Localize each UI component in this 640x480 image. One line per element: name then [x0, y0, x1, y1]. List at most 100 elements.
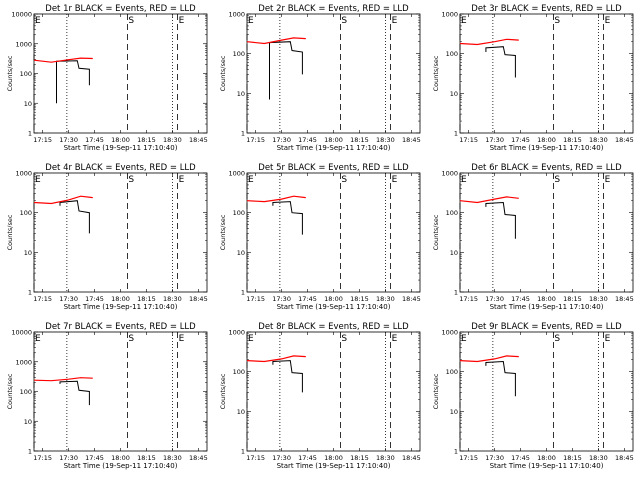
- events-series-line: [59, 200, 90, 234]
- y-tick-label: 100: [20, 70, 32, 78]
- y-tick-label: 100: [233, 368, 245, 376]
- x-tick-label: 18:45: [189, 295, 208, 303]
- x-tick-label: 18:45: [615, 454, 634, 462]
- y-tick-label: 1000: [15, 170, 32, 178]
- y-tick-label: 10: [24, 249, 32, 257]
- y-axis-label: Counts/sec: [219, 214, 227, 250]
- marker-label: S: [341, 175, 347, 185]
- y-tick-label: 1: [241, 448, 245, 456]
- y-axis-label: Counts/sec: [6, 55, 14, 91]
- x-tick-label: 18:45: [615, 136, 634, 144]
- y-tick-label: 1: [28, 448, 32, 456]
- x-tick-label: 18:30: [376, 295, 395, 303]
- y-tick-label: 10: [237, 249, 245, 257]
- marker-label: E: [605, 16, 611, 26]
- chart-panel: Det 8r BLACK = Events, RED = LLD 17:15 17:…: [219, 322, 421, 470]
- x-tick-label: 18:00: [111, 295, 130, 303]
- y-tick-label: 1000: [228, 329, 245, 337]
- events-series-line: [485, 360, 516, 397]
- x-tick-label: 18:15: [137, 454, 156, 462]
- plot-frame: [246, 331, 421, 452]
- x-tick-label: 18:30: [589, 454, 608, 462]
- lld-series-line: [246, 37, 306, 45]
- marker-label: E: [605, 334, 611, 344]
- y-tick-label: 10: [450, 249, 458, 257]
- x-tick-label: 17:45: [511, 136, 530, 144]
- x-tick-label: 18:00: [324, 295, 343, 303]
- marker-label: S: [554, 16, 560, 26]
- x-tick-label: 17:45: [298, 136, 317, 144]
- y-tick-label: 1: [28, 289, 32, 297]
- y-tick-label: 10000: [11, 329, 32, 337]
- chart-title: Det 9r BLACK = Events, RED = LLD: [471, 322, 622, 332]
- x-tick-label: 18:45: [402, 295, 421, 303]
- marker-label: E: [392, 334, 398, 344]
- x-tick-label: 18:15: [350, 295, 369, 303]
- chart-panel: Det 6r BLACK = Events, RED = LLD 17:15 17:…: [432, 163, 634, 311]
- x-tick-label: 17:30: [485, 454, 504, 462]
- x-tick-label: 18:30: [163, 136, 182, 144]
- chart-panel: Det 4r BLACK = Events, RED = LLD 17:15 17:…: [6, 163, 208, 311]
- chart-title: Det 8r BLACK = Events, RED = LLD: [258, 322, 409, 332]
- x-tick-label: 18:30: [376, 136, 395, 144]
- plot-frame: [33, 331, 208, 452]
- chart-title: Det 5r BLACK = Events, RED = LLD: [258, 163, 409, 173]
- x-axis-label: Start Time (19-Sep-11 17:10:40): [490, 462, 604, 470]
- events-series-line: [485, 201, 516, 239]
- lld-series-line: [246, 355, 306, 363]
- x-tick-label: 18:30: [163, 295, 182, 303]
- x-tick-label: 18:30: [163, 454, 182, 462]
- marker-label: E: [35, 16, 41, 26]
- marker-label: S: [341, 334, 347, 344]
- chart-panel: Det 9r BLACK = Events, RED = LLD 17:15 17:…: [432, 322, 634, 470]
- y-tick-label: 100: [446, 50, 458, 58]
- x-tick-label: 17:15: [33, 454, 52, 462]
- marker-label: E: [35, 334, 41, 344]
- x-tick-label: 17:45: [511, 295, 530, 303]
- marker-label: S: [128, 334, 134, 344]
- y-tick-label: 100: [233, 209, 245, 217]
- x-tick-label: 17:45: [511, 454, 530, 462]
- x-tick-label: 17:15: [33, 295, 52, 303]
- y-tick-label: 100: [446, 209, 458, 217]
- y-tick-label: 1000: [441, 11, 458, 19]
- marker-label: E: [392, 175, 398, 185]
- marker-label: E: [461, 175, 467, 185]
- x-tick-label: 17:15: [246, 136, 265, 144]
- chart-title: Det 1r BLACK = Events, RED = LLD: [45, 4, 196, 14]
- x-tick-label: 18:30: [589, 136, 608, 144]
- plot-frame: [33, 172, 208, 293]
- x-tick-label: 17:30: [485, 295, 504, 303]
- x-axis-label: Start Time (19-Sep-11 17:10:40): [490, 144, 604, 152]
- plot-frame: [459, 331, 634, 452]
- y-tick-label: 10000: [11, 11, 32, 19]
- y-tick-label: 1000: [441, 329, 458, 337]
- y-tick-label: 1: [241, 130, 245, 138]
- events-series-line: [272, 360, 303, 393]
- x-tick-label: 17:30: [59, 454, 78, 462]
- lld-series-line: [459, 196, 519, 204]
- x-tick-label: 17:30: [485, 136, 504, 144]
- marker-label: E: [179, 16, 185, 26]
- y-tick-label: 1000: [15, 358, 32, 366]
- lld-series-line: [246, 195, 306, 203]
- marker-label: S: [554, 334, 560, 344]
- y-tick-label: 100: [20, 209, 32, 217]
- chart-panel: Det 5r BLACK = Events, RED = LLD 17:15 17:…: [219, 163, 421, 311]
- x-tick-label: 18:45: [402, 136, 421, 144]
- x-tick-label: 18:30: [589, 295, 608, 303]
- lld-series-line: [33, 377, 93, 382]
- chart-title: Det 6r BLACK = Events, RED = LLD: [471, 163, 622, 173]
- x-tick-label: 18:15: [563, 136, 582, 144]
- events-series-line: [272, 201, 303, 235]
- x-tick-label: 18:45: [402, 454, 421, 462]
- y-tick-label: 10: [450, 408, 458, 416]
- plot-frame: [459, 172, 634, 293]
- y-tick-label: 100: [20, 388, 32, 396]
- chart-title: Det 3r BLACK = Events, RED = LLD: [471, 4, 622, 14]
- y-tick-label: 1: [454, 289, 458, 297]
- x-tick-label: 17:30: [59, 136, 78, 144]
- y-tick-label: 10: [450, 90, 458, 98]
- chart-title: Det 7r BLACK = Events, RED = LLD: [45, 322, 196, 332]
- y-tick-label: 1000: [228, 170, 245, 178]
